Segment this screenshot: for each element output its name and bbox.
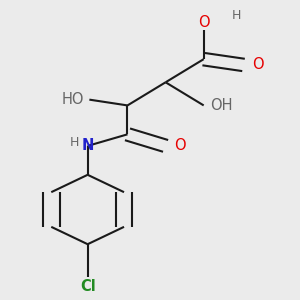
Text: OH: OH bbox=[211, 98, 233, 113]
Text: O: O bbox=[174, 138, 186, 153]
Text: N: N bbox=[82, 138, 94, 153]
Text: HO: HO bbox=[62, 92, 84, 107]
Text: Cl: Cl bbox=[80, 279, 95, 294]
Text: O: O bbox=[252, 57, 264, 72]
Text: O: O bbox=[198, 15, 209, 30]
Text: H: H bbox=[70, 136, 79, 149]
Text: H: H bbox=[231, 9, 241, 22]
